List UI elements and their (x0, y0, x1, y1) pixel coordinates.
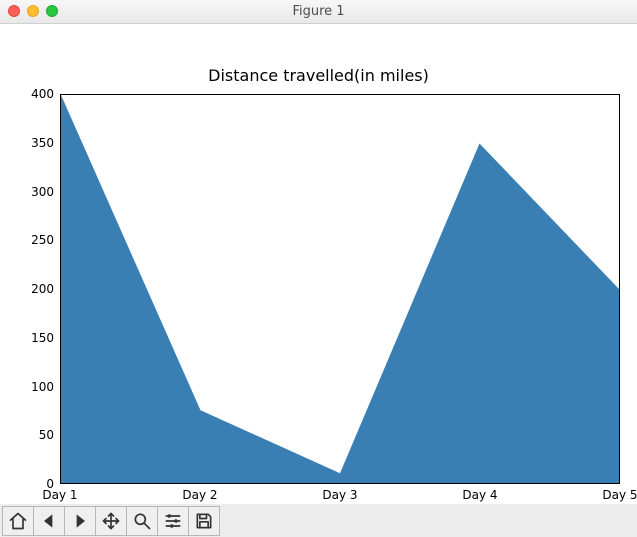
figure-canvas: Distance travelled(in miles) 05010015020… (0, 24, 637, 504)
chart-axes (60, 94, 620, 484)
maximize-window-button[interactable] (46, 5, 58, 17)
close-window-button[interactable] (8, 5, 20, 17)
x-tick-label: Day 4 (462, 488, 497, 502)
home-icon (8, 511, 28, 531)
home-button[interactable] (2, 506, 34, 536)
figure-toolbar (0, 504, 637, 537)
forward-icon (70, 511, 90, 531)
back-icon (39, 511, 59, 531)
y-tick-label: 300 (31, 185, 54, 199)
save-button[interactable] (188, 506, 220, 536)
zoom-icon (132, 511, 152, 531)
x-tick-label: Day 1 (42, 488, 77, 502)
y-tick-label: 100 (31, 380, 54, 394)
forward-button[interactable] (64, 506, 96, 536)
area-fill (61, 95, 619, 483)
x-tick-label: Day 5 (602, 488, 637, 502)
back-button[interactable] (33, 506, 65, 536)
save-icon (194, 511, 214, 531)
x-tick-label: Day 2 (182, 488, 217, 502)
y-tick-label: 250 (31, 233, 54, 247)
y-tick-label: 200 (31, 282, 54, 296)
traffic-lights (8, 5, 58, 17)
pan-icon (101, 511, 121, 531)
y-tick-label: 150 (31, 331, 54, 345)
chart-title: Distance travelled(in miles) (0, 66, 637, 85)
x-tick-label: Day 3 (322, 488, 357, 502)
zoom-button[interactable] (126, 506, 158, 536)
area-series (61, 95, 619, 483)
minimize-window-button[interactable] (27, 5, 39, 17)
configure-icon (163, 511, 183, 531)
window-titlebar: Figure 1 (0, 0, 637, 24)
pan-button[interactable] (95, 506, 127, 536)
y-tick-label: 400 (31, 87, 54, 101)
window-title: Figure 1 (0, 4, 637, 19)
configure-button[interactable] (157, 506, 189, 536)
y-tick-label: 350 (31, 136, 54, 150)
y-tick-label: 50 (39, 428, 54, 442)
